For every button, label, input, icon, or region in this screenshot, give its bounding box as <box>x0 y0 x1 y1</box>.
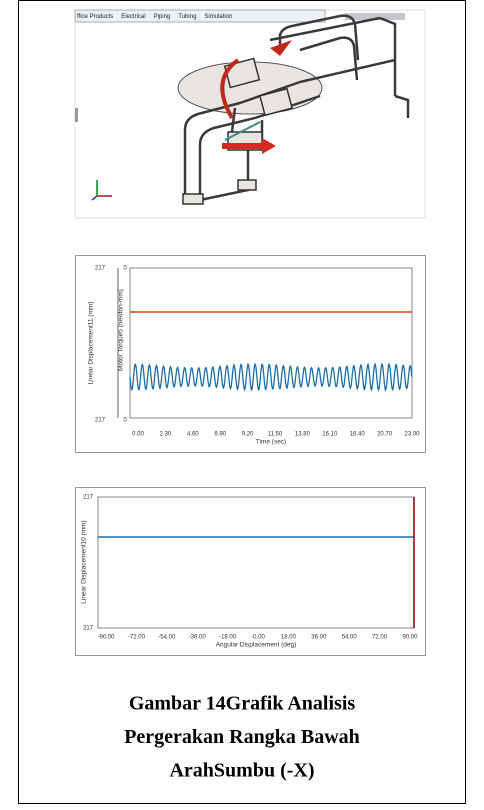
x-tick: 13.80 <box>295 432 311 438</box>
x-tick: 2.30 <box>160 432 172 438</box>
x-tick: 9.20 <box>242 432 254 438</box>
y-left-tick: 217 <box>95 418 106 424</box>
y-left-tick: 217 <box>95 266 106 272</box>
x-label: Angular Displacement (deg) <box>216 642 297 649</box>
x-label: Time (sec) <box>256 439 286 446</box>
x-tick: 72.00 <box>372 635 388 641</box>
x-tick: -0.00 <box>251 635 265 641</box>
y-label: Linear Displacement10 (mm) <box>81 520 88 603</box>
x-tick: 11.50 <box>268 432 283 438</box>
x-tick: 4.60 <box>187 432 199 438</box>
x-tick: -72.00 <box>128 635 146 641</box>
x-tick: 36.00 <box>311 635 327 641</box>
cad-view <box>75 10 425 218</box>
y-tick: 217 <box>83 495 94 501</box>
x-tick: 6.90 <box>214 432 226 438</box>
figure-2 <box>76 488 426 656</box>
x-tick: -54.00 <box>158 635 176 641</box>
y-right-label: Motor Torque5 (newton-mm) <box>118 289 125 371</box>
figure-1 <box>76 256 426 453</box>
x-tick: -90.00 <box>97 635 115 641</box>
x-tick: 90.00 <box>402 635 418 641</box>
toolbar-item: ffice Products <box>77 14 113 20</box>
x-tick: -18.00 <box>219 635 237 641</box>
toolbar-item: Tubing <box>178 14 196 20</box>
toolbar-item: Simulation <box>204 14 232 20</box>
caption-line: Gambar 14Grafik Analisis <box>129 693 356 715</box>
y-left-label: Linear Displacement11 (mm) <box>88 302 95 385</box>
x-tick: 54.00 <box>342 635 358 641</box>
x-tick: 23.00 <box>404 432 420 438</box>
toolbar-item: Electrical <box>121 14 145 20</box>
caption-line: Pergerakan Rangka Bawah <box>124 726 360 748</box>
x-tick: -36.00 <box>189 635 207 641</box>
x-tick: 0.00 <box>132 432 144 438</box>
y-tick: 217 <box>83 626 94 632</box>
x-tick: 18.40 <box>350 432 366 438</box>
x-tick: 20.70 <box>377 432 393 438</box>
document: ffice Products Electrical Piping Tubing Simu… <box>0 0 484 805</box>
caption-line: ArahSumbu (-X) <box>169 760 314 782</box>
x-tick: 16.10 <box>322 432 338 438</box>
toolbar-item: Piping <box>154 14 171 20</box>
x-tick: 18.00 <box>281 635 297 641</box>
page: {"cad_view": {"toolbar": ["ffice Product… <box>0 0 484 805</box>
